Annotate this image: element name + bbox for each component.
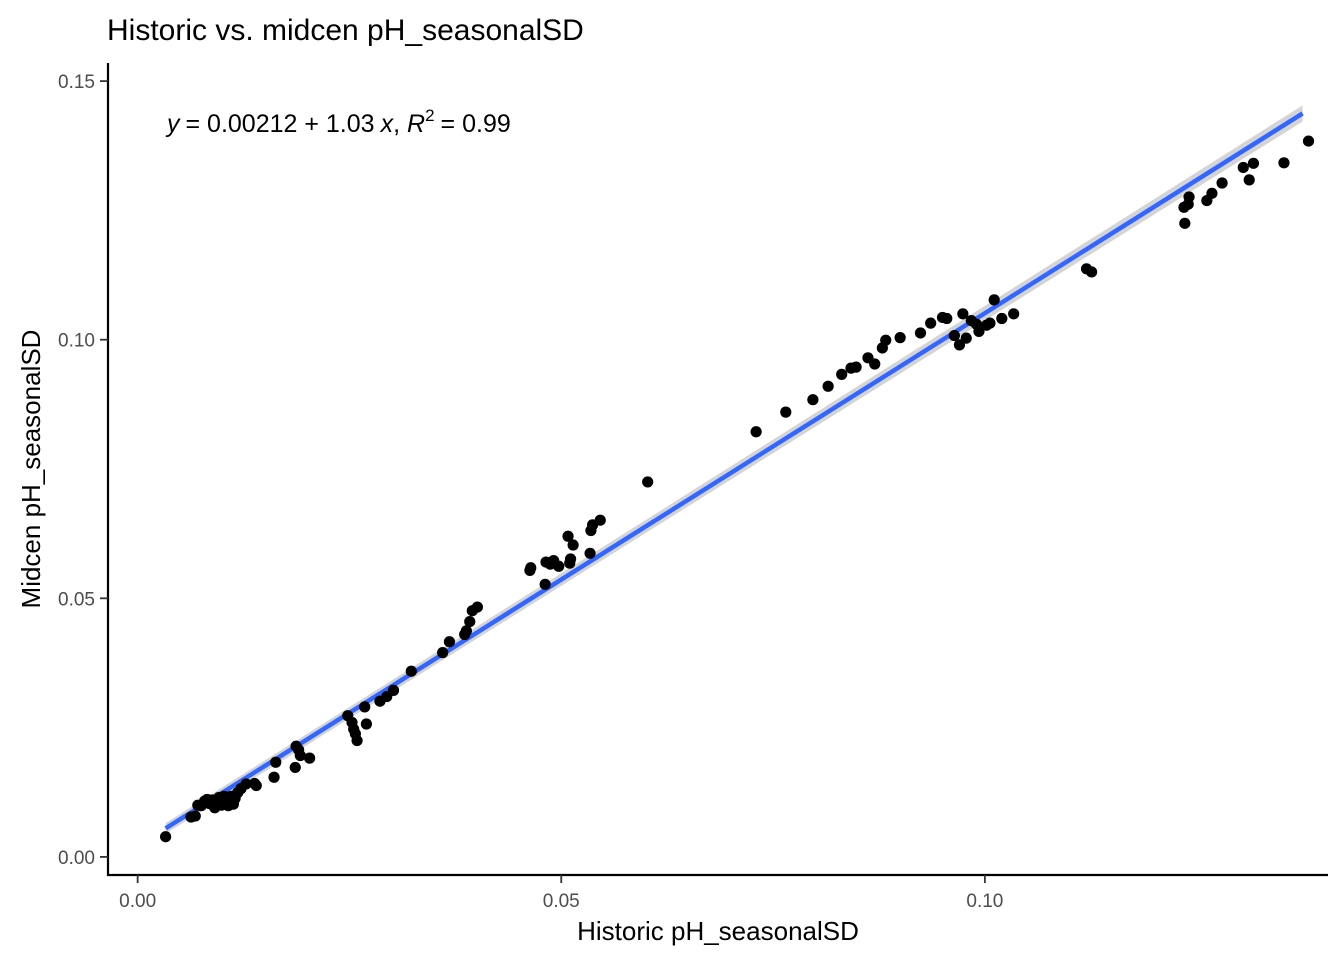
data-point [850,361,862,373]
y-tick-label: 0.15 [58,72,95,93]
data-point [642,476,654,488]
data-point [894,332,906,344]
data-point [304,752,316,764]
data-point [387,684,400,696]
y-tick-label: 0.00 [58,848,95,869]
data-point [750,426,762,438]
data-point [471,601,483,613]
data-point [1278,157,1290,169]
data-point [984,317,996,329]
x-axis-label: Historic pH_seasonalSD [577,916,859,946]
x-tick-label: 0.10 [966,891,1003,912]
equation-x: x [380,110,395,138]
data-point [1183,191,1195,203]
regression-line-layer [164,111,1304,831]
data-point [584,547,596,559]
data-point [460,625,472,637]
data-point [294,749,306,762]
data-point [250,779,262,792]
data-point [268,771,280,783]
x-tick-label: 0.00 [119,891,156,912]
data-point [880,334,892,346]
chart-title: Historic vs. midcen pH_seasonalSD [107,14,584,47]
data-point [351,734,363,747]
data-point [941,312,953,325]
equation-body: = 0.00212 + 1.03 [186,110,375,138]
data-point [464,615,476,628]
data-point [564,553,577,565]
data-point [270,756,282,768]
data-point [869,358,881,370]
data-point [594,514,606,526]
data-point [437,647,449,659]
data-point [189,810,201,822]
data-point [822,380,834,392]
data-point [1237,161,1249,174]
data-point [240,778,252,790]
data-point [553,560,565,572]
y-axis-ticks: 0.00 0.05 0.10 0.15 [58,72,108,869]
data-point [957,308,969,320]
equation-y: y [165,110,181,138]
data-point [360,718,373,730]
equation-r-squared: = 0.99 [441,110,511,138]
data-point [1008,308,1020,320]
equation-r-superscript: 2 [425,106,434,125]
data-point [1206,187,1218,199]
data-point [973,325,985,338]
data-point [405,665,417,677]
data-point [807,394,819,406]
equation-r: R [407,110,425,138]
y-tick-label: 0.10 [58,331,95,352]
data-point [1302,135,1315,147]
data-point [289,761,301,774]
data-point [948,329,960,342]
data-point [525,562,537,574]
data-point [996,312,1008,325]
y-axis-label: Midcen pH_seasonalSD [16,330,46,609]
regression-line [164,111,1304,831]
data-point [1179,217,1191,229]
x-tick-label: 0.05 [543,891,580,912]
data-point [1086,266,1098,278]
regression-equation: y = 0.00212 + 1.03 x, R2 = 0.99 [165,106,511,138]
x-axis-ticks: 0.00 0.05 0.10 [119,875,1003,912]
data-point [988,294,1000,306]
equation-separator: , [393,110,400,138]
data-point [539,578,551,590]
data-point [567,539,579,551]
data-point [1216,177,1228,189]
y-tick-label: 0.05 [58,589,95,610]
data-point [359,701,371,713]
data-point [960,332,972,344]
data-point [443,636,456,648]
data-point [1247,157,1260,169]
data-point [160,831,172,843]
data-point [836,368,848,380]
points-layer [160,135,1315,843]
data-point [780,406,792,418]
data-point [925,317,937,329]
data-point [562,530,574,542]
data-point [1243,174,1255,186]
data-point [914,327,927,339]
